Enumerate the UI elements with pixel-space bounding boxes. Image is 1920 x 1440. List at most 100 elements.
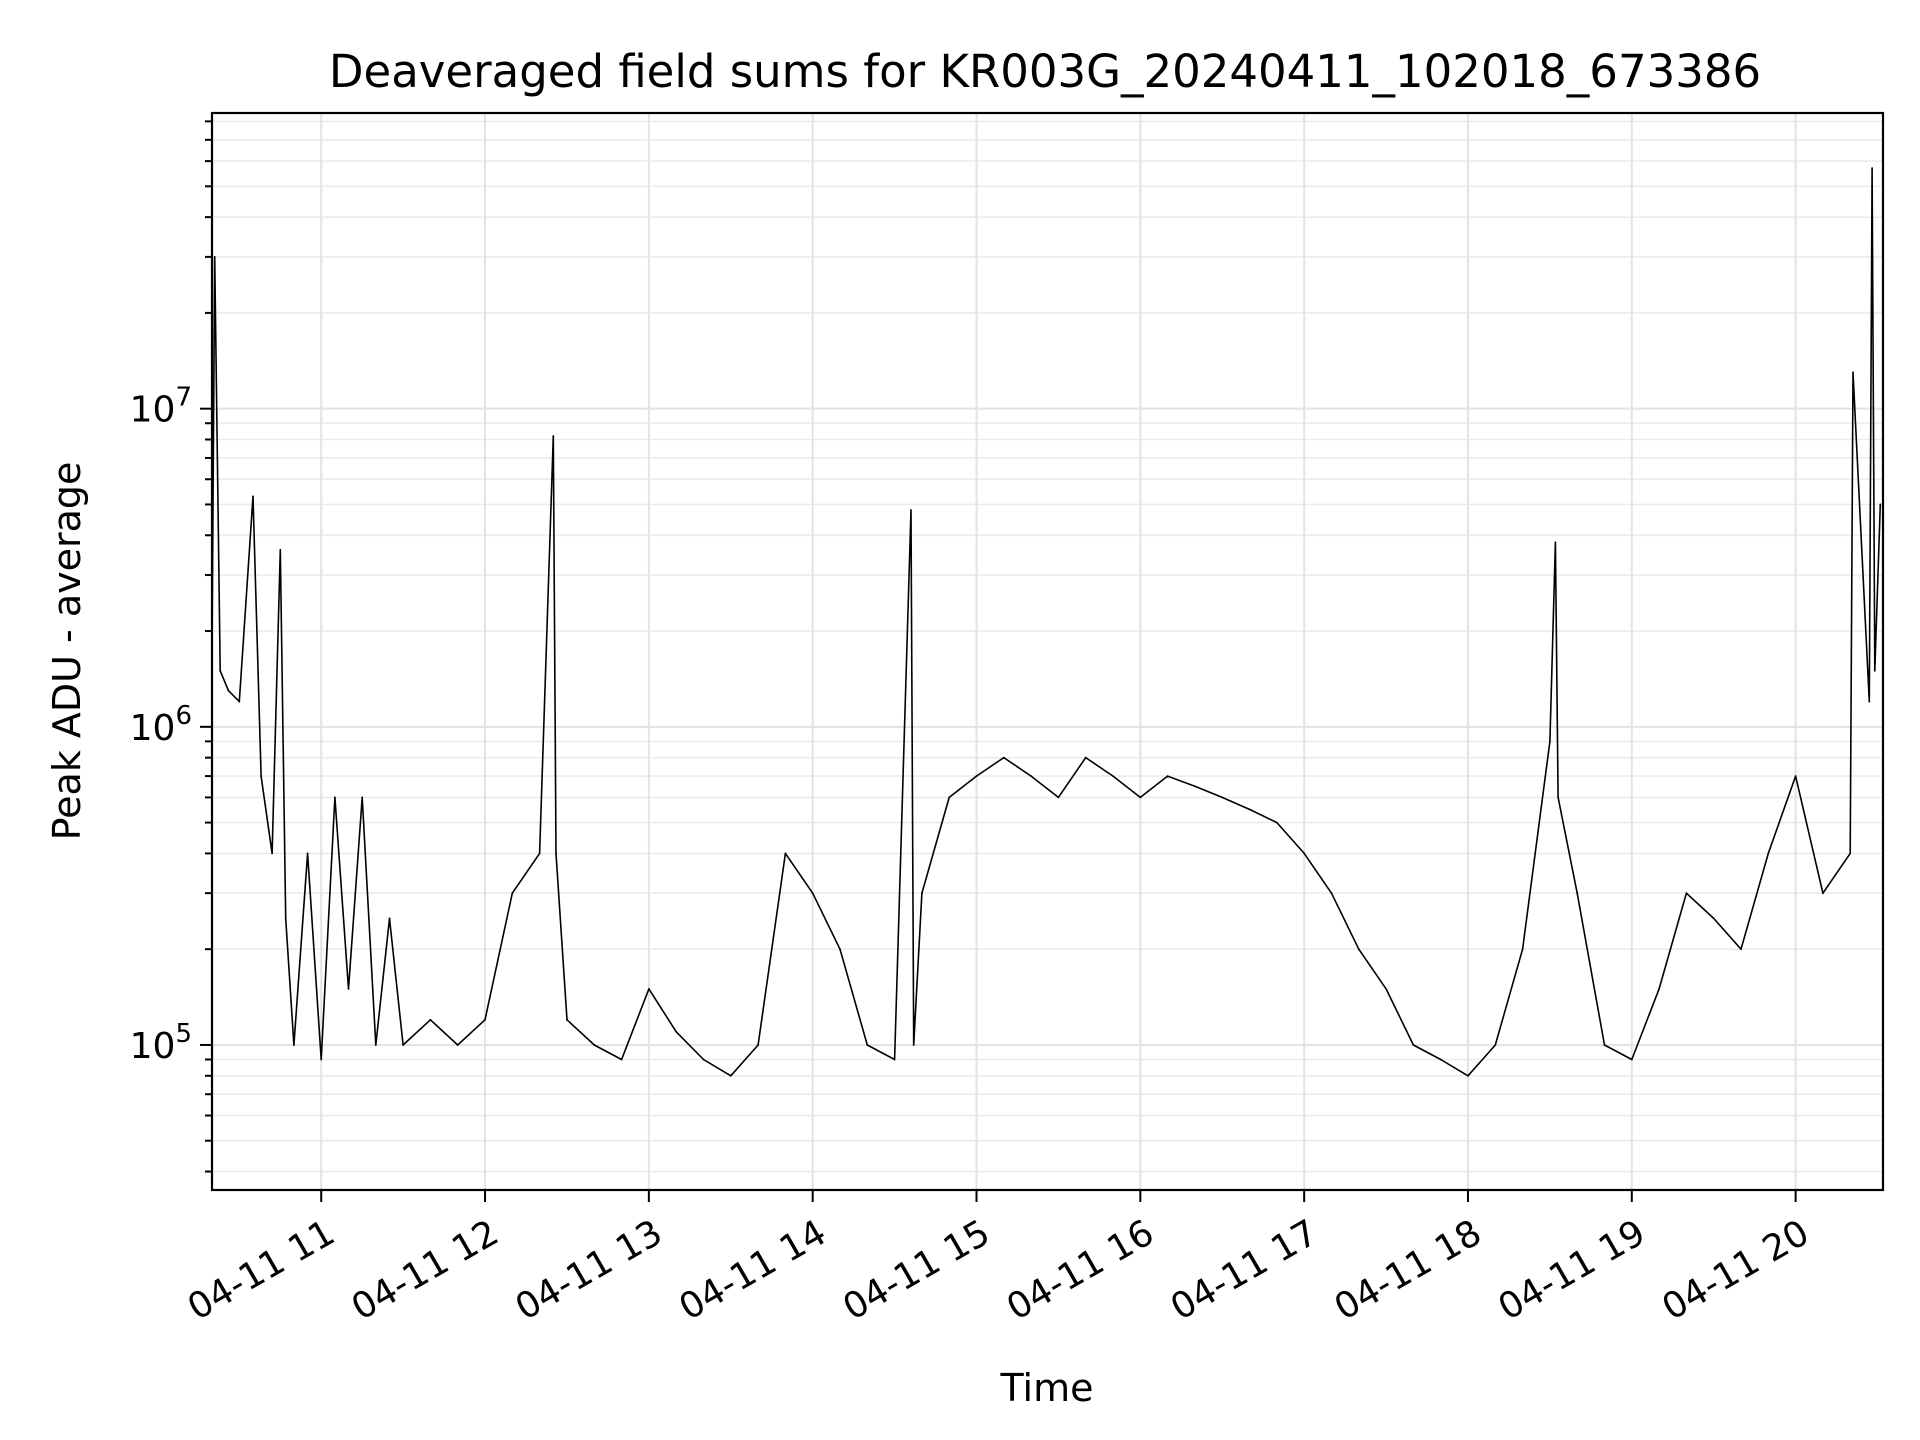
- data-point: [593, 1044, 596, 1046]
- data-point: [1412, 1044, 1415, 1046]
- data-point: [1549, 740, 1551, 743]
- data-point: [1712, 917, 1715, 920]
- data-point: [260, 775, 262, 777]
- y-tick-label: 107: [130, 383, 192, 431]
- data-point: [1166, 775, 1169, 777]
- data-point: [1467, 1074, 1469, 1077]
- data-point: [1849, 852, 1852, 855]
- data-point: [948, 796, 951, 799]
- data-point: [361, 796, 364, 799]
- data-point: [1767, 852, 1770, 855]
- y-tick-label: 106: [130, 701, 192, 749]
- x-axis-label: Time: [1000, 1366, 1094, 1410]
- data-point: [347, 988, 350, 990]
- data-point: [1740, 948, 1742, 951]
- data-point: [284, 917, 287, 920]
- grid: [212, 113, 1883, 1190]
- data-point: [1521, 948, 1524, 951]
- x-tick-label: 04-11 17: [1164, 1212, 1325, 1328]
- data-point: [1494, 1044, 1497, 1046]
- x-tick-label: 04-11 13: [509, 1212, 670, 1328]
- data-point: [1685, 892, 1688, 895]
- data-point: [334, 796, 336, 799]
- data-point: [975, 775, 978, 777]
- data-point: [456, 1044, 459, 1046]
- data-point: [1385, 988, 1387, 990]
- data-point: [729, 1074, 732, 1077]
- data-point: [1852, 371, 1854, 374]
- data-point: [1439, 1058, 1442, 1061]
- x-tick-label: 04-11 20: [1655, 1212, 1816, 1328]
- data-point: [702, 1058, 705, 1061]
- data-point: [1221, 796, 1224, 799]
- data-point: [1303, 852, 1306, 855]
- x-tick-label: 04-11 12: [345, 1212, 506, 1328]
- data-point: [213, 256, 216, 258]
- x-tick-label: 04-11 15: [836, 1212, 997, 1328]
- series-line: [211, 167, 1882, 1077]
- plot-frame: [210, 111, 1885, 1192]
- data-point: [306, 852, 309, 855]
- data-point: [271, 852, 273, 855]
- data-point: [227, 689, 230, 692]
- data-point: [1002, 756, 1005, 759]
- data-point: [839, 948, 841, 951]
- data-point: [1879, 503, 1882, 506]
- data-point: [429, 1018, 432, 1021]
- y-tick-label: 105: [130, 1019, 192, 1067]
- x-tick-label: 04-11 11: [181, 1212, 342, 1328]
- data-point: [1603, 1044, 1606, 1046]
- data-point: [374, 1044, 377, 1046]
- data-point: [921, 892, 923, 895]
- x-tick-label: 04-11 18: [1328, 1212, 1489, 1328]
- data-point: [511, 892, 514, 895]
- data-point: [1084, 756, 1087, 759]
- data-point: [1871, 167, 1873, 170]
- data-point: [538, 852, 541, 855]
- data-point: [1248, 808, 1251, 811]
- data-point: [566, 1018, 568, 1021]
- data-point: [648, 988, 650, 990]
- data-point: [219, 669, 222, 672]
- data-point: [1822, 892, 1824, 895]
- data-point: [1557, 796, 1559, 799]
- data-point: [866, 1044, 869, 1046]
- chart-title: Deaveraged field sums for KR003G_2024041…: [329, 45, 1761, 98]
- data-point: [279, 548, 282, 551]
- data-point: [388, 917, 391, 920]
- data-point: [1868, 700, 1871, 703]
- data-point: [1357, 948, 1360, 951]
- data-point: [1873, 669, 1876, 672]
- data-point: [552, 435, 555, 437]
- data-point: [1576, 892, 1579, 895]
- data-point: [293, 1044, 295, 1046]
- data-point: [1794, 775, 1797, 777]
- data-point: [1112, 775, 1114, 777]
- data-point: [1057, 796, 1060, 799]
- y-axis-label: Peak ADU - average: [45, 462, 89, 841]
- data-point: [1554, 541, 1557, 544]
- data-point: [238, 700, 241, 703]
- data-point: [784, 852, 787, 855]
- data-point: [1030, 775, 1032, 777]
- data-point: [1276, 821, 1278, 824]
- data-point: [675, 1030, 678, 1033]
- data-point: [402, 1044, 404, 1046]
- data-point: [620, 1058, 623, 1061]
- data-point: [1658, 988, 1660, 990]
- x-tick-label: 04-11 16: [1000, 1212, 1161, 1328]
- data-point: [1630, 1058, 1633, 1061]
- data-point: [484, 1018, 486, 1021]
- data-point: [320, 1058, 323, 1061]
- data-point: [910, 509, 912, 511]
- data-point: [252, 495, 254, 498]
- x-tick-label: 04-11 19: [1492, 1212, 1653, 1328]
- data-point: [1194, 785, 1196, 788]
- data-point: [912, 1044, 915, 1046]
- data-point: [811, 892, 814, 895]
- axis-ticks: 105 106 107 04-11 11 04-11 12 04-11 13 04-11 1…: [130, 120, 1816, 1329]
- data-point: [757, 1044, 759, 1046]
- series-layer: [211, 167, 1882, 1077]
- data-point: [555, 852, 557, 855]
